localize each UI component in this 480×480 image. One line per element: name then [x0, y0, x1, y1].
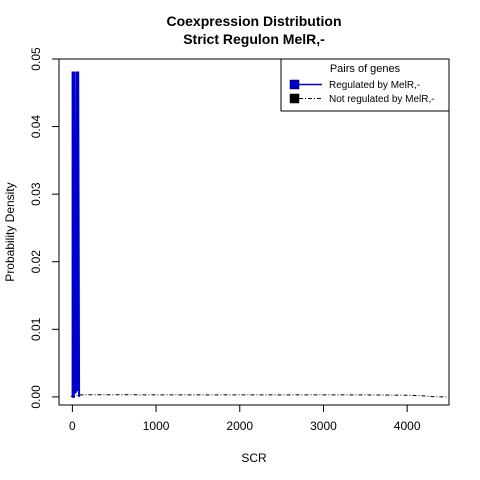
x-axis-label: SCR	[241, 451, 267, 465]
legend-entry-not-regulated: Not regulated by MelR,-	[329, 94, 435, 105]
x-tick-label: 4000	[394, 419, 421, 433]
y-tick-label: 0.00	[29, 385, 43, 409]
series-layer	[70, 71, 449, 398]
y-axis: 0.00 0.01 0.02 0.03 0.04 0.05	[29, 47, 59, 409]
x-tick-label: 3000	[310, 419, 337, 433]
x-tick-label: 1000	[143, 419, 170, 433]
y-tick-label: 0.05	[29, 47, 43, 71]
x-tick-label: 0	[69, 419, 76, 433]
y-tick-label: 0.02	[29, 250, 43, 274]
legend-swatch-regulated	[289, 79, 300, 90]
y-tick-label: 0.04	[29, 115, 43, 139]
chart-subtitle: Strict Regulon MelR,-	[183, 31, 325, 47]
y-axis-label: Probability Density	[3, 182, 17, 281]
plot-frame	[58, 58, 450, 406]
chart-title: Coexpression Distribution	[166, 13, 341, 29]
x-axis: 0 1000 2000 3000 4000	[69, 405, 421, 433]
legend-entry-regulated: Regulated by MelR,-	[329, 80, 420, 91]
x-tick-label: 2000	[226, 419, 253, 433]
y-tick-label: 0.01	[29, 317, 43, 341]
y-tick-label: 0.03	[29, 182, 43, 206]
series-line-regulated	[71, 71, 81, 398]
series-line-not-regulated	[70, 394, 449, 398]
legend-swatch-not-regulated	[289, 93, 300, 104]
legend: Pairs of genes Regulated by MelR,- Not r…	[280, 58, 450, 112]
legend-title: Pairs of genes	[330, 63, 401, 75]
